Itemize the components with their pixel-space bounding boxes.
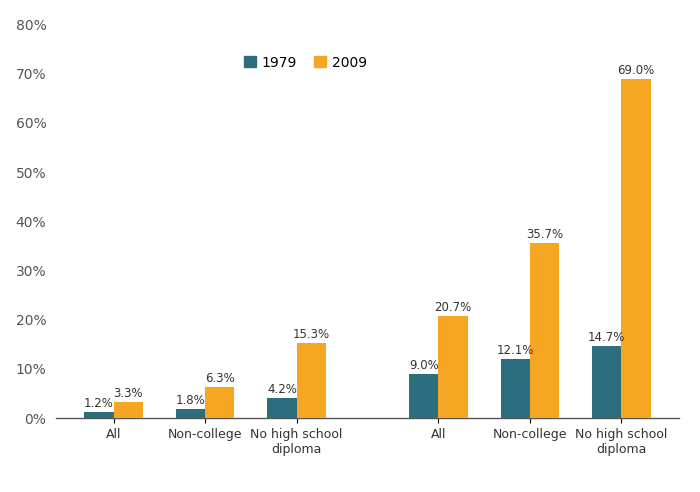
Bar xyxy=(409,374,438,418)
Bar xyxy=(113,402,143,418)
Bar xyxy=(592,346,622,418)
Bar xyxy=(297,343,326,418)
Bar xyxy=(530,243,559,418)
Text: 6.3%: 6.3% xyxy=(205,372,235,385)
Bar xyxy=(500,359,530,418)
Text: 35.7%: 35.7% xyxy=(526,228,563,241)
Bar xyxy=(267,398,297,418)
Text: 9.0%: 9.0% xyxy=(409,359,439,372)
Text: 4.2%: 4.2% xyxy=(267,383,297,396)
Bar xyxy=(438,316,468,418)
Text: 1.8%: 1.8% xyxy=(176,395,205,407)
Bar xyxy=(176,409,205,418)
Text: 20.7%: 20.7% xyxy=(435,302,472,314)
Text: 15.3%: 15.3% xyxy=(293,328,330,341)
Text: 12.1%: 12.1% xyxy=(496,344,534,357)
Text: 1.2%: 1.2% xyxy=(84,398,114,410)
Legend: 1979, 2009: 1979, 2009 xyxy=(238,50,372,75)
Bar xyxy=(205,387,235,418)
Text: 14.7%: 14.7% xyxy=(588,331,626,344)
Text: 69.0%: 69.0% xyxy=(617,64,654,77)
Text: 3.3%: 3.3% xyxy=(113,387,143,400)
Bar xyxy=(622,79,651,418)
Bar xyxy=(84,412,113,418)
